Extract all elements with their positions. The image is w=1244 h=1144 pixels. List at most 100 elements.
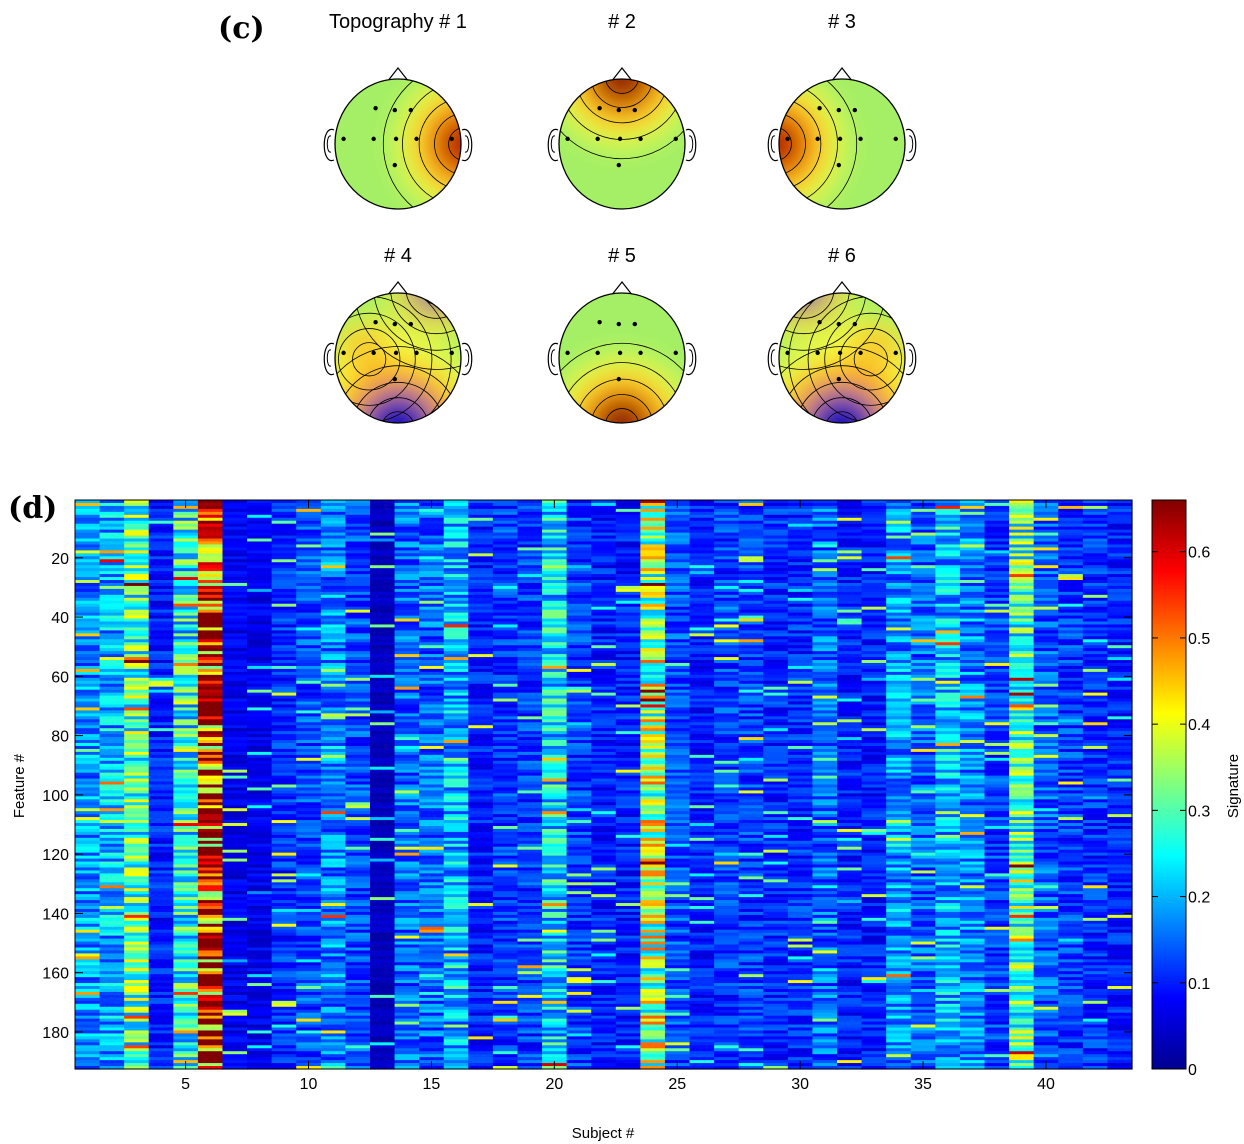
contour-line	[779, 112, 806, 176]
topography-6: # 6	[767, 245, 917, 424]
electrode-dot	[597, 319, 602, 325]
heatmap-column-subject-33	[861, 500, 887, 1070]
electrode-dot	[837, 350, 843, 356]
heatmap-column-subject-29	[763, 500, 789, 1070]
heatmap-column-subject-36	[935, 500, 961, 1070]
electrode-dot	[817, 105, 822, 111]
y-tick-label: 20	[51, 551, 69, 568]
heatmap-column-subject-14	[394, 500, 420, 1070]
electrode-dot	[341, 136, 346, 142]
contour-line	[434, 112, 461, 176]
y-tick-label: 160	[42, 966, 69, 983]
heatmap-column-subject-27	[714, 500, 740, 1070]
ear-shape	[547, 129, 559, 161]
contour-line	[839, 328, 902, 391]
electrode-dot	[815, 350, 820, 356]
contour-line	[824, 411, 860, 423]
x-tick-label: 20	[545, 1076, 563, 1093]
electrode-dot	[852, 107, 857, 113]
y-tick-label: 120	[42, 847, 69, 864]
electrode-dot	[815, 136, 820, 142]
electrode-dot	[414, 350, 419, 356]
heatmap-column-subject-38	[984, 500, 1010, 1070]
electrode-dot	[392, 162, 397, 168]
head-outline	[778, 78, 906, 210]
electrode-dot	[893, 136, 898, 142]
contour-line	[338, 328, 401, 391]
colorbar-ticks: 0 0.1 0.2 0.3 0.4 0.5 0.6	[1152, 545, 1210, 1079]
topography-title: # 3	[828, 11, 856, 33]
contour-line	[559, 342, 685, 423]
electrode-dot	[837, 136, 843, 142]
electrode-dot	[616, 321, 621, 327]
electrode-dot	[341, 350, 346, 356]
x-tick-label: 5	[181, 1076, 190, 1093]
heatmap-column-subject-43	[1107, 500, 1133, 1070]
x-axis-ticks: 5 10 15 20 25 30 35 40	[181, 500, 1055, 1093]
contour-line	[448, 126, 461, 162]
colorbar-label: Signature	[1225, 754, 1242, 818]
electrode-dot	[449, 136, 454, 142]
heatmap-column-subject-9	[271, 500, 297, 1070]
y-tick-label: 60	[51, 669, 69, 686]
nose-shape	[386, 281, 410, 297]
electrode-dot	[392, 107, 397, 113]
heatmap-column-subject-7	[222, 500, 248, 1070]
colorbar-tick-label: 0.2	[1188, 890, 1210, 907]
y-axis-ticks: 20 40 60 80 100 120 140 160 180	[42, 551, 1132, 1042]
electrode-dot	[616, 162, 621, 168]
colorbar	[1151, 499, 1187, 1070]
electrode-dot	[393, 350, 399, 356]
heatmap-column-subject-3	[124, 500, 150, 1070]
heatmap-column-subject-22	[591, 500, 617, 1070]
electrode-dot	[858, 136, 863, 142]
x-tick-label: 25	[668, 1076, 686, 1093]
colorbar-tick-label: 0.1	[1188, 976, 1210, 993]
contour-line	[418, 97, 461, 191]
x-tick-label: 35	[914, 1076, 932, 1093]
contour-line	[389, 293, 461, 335]
electrode-dot	[785, 350, 790, 356]
heatmap-column-subject-30	[787, 500, 814, 1070]
electrode-dot	[408, 321, 413, 327]
topography-grid: Topography # 1 # 2 # 3 # 4 # 5 # 6	[323, 11, 917, 424]
heatmap-column-subject-16	[443, 500, 469, 1070]
heatmap-column-subject-28	[738, 500, 764, 1070]
topography-title: # 2	[608, 11, 636, 33]
ear-shape	[461, 343, 473, 375]
electrode-dot	[616, 107, 621, 113]
panel-d-label: (d)	[8, 491, 57, 526]
x-tick-label: 40	[1037, 1076, 1055, 1093]
heatmap	[75, 500, 1133, 1070]
contour-line	[402, 80, 461, 208]
contour-line	[779, 293, 867, 351]
contour-line	[779, 365, 905, 423]
electrode-dot	[392, 376, 397, 382]
heatmap-column-subject-2	[99, 500, 125, 1070]
heatmap-column-subject-11	[320, 500, 346, 1070]
contour-line	[335, 293, 452, 423]
electrode-dot	[638, 350, 643, 356]
head-outline	[334, 78, 462, 210]
topography-4: # 4	[323, 245, 473, 424]
panel-c-label: (c)	[218, 11, 265, 46]
topography-3: # 3	[767, 11, 917, 210]
electrode-dot	[373, 319, 378, 325]
contour-line	[779, 293, 835, 319]
electrode-dot	[836, 321, 841, 327]
electrode-dot	[638, 136, 643, 142]
heatmap-column-subject-23	[615, 500, 641, 1070]
electrode-dot	[373, 105, 378, 111]
heatmap-column-subject-4	[148, 500, 174, 1070]
x-tick-label: 30	[791, 1076, 809, 1093]
contour-line	[366, 397, 430, 423]
heatmap-column-subject-37	[959, 500, 986, 1070]
electrode-dot	[852, 321, 857, 327]
contour-line	[853, 342, 888, 377]
contour-line	[779, 97, 822, 191]
heatmap-column-subject-5	[173, 500, 199, 1070]
electrode-dot	[449, 350, 454, 356]
contour-line	[335, 312, 416, 406]
heatmap-column-subject-39	[1009, 500, 1035, 1070]
